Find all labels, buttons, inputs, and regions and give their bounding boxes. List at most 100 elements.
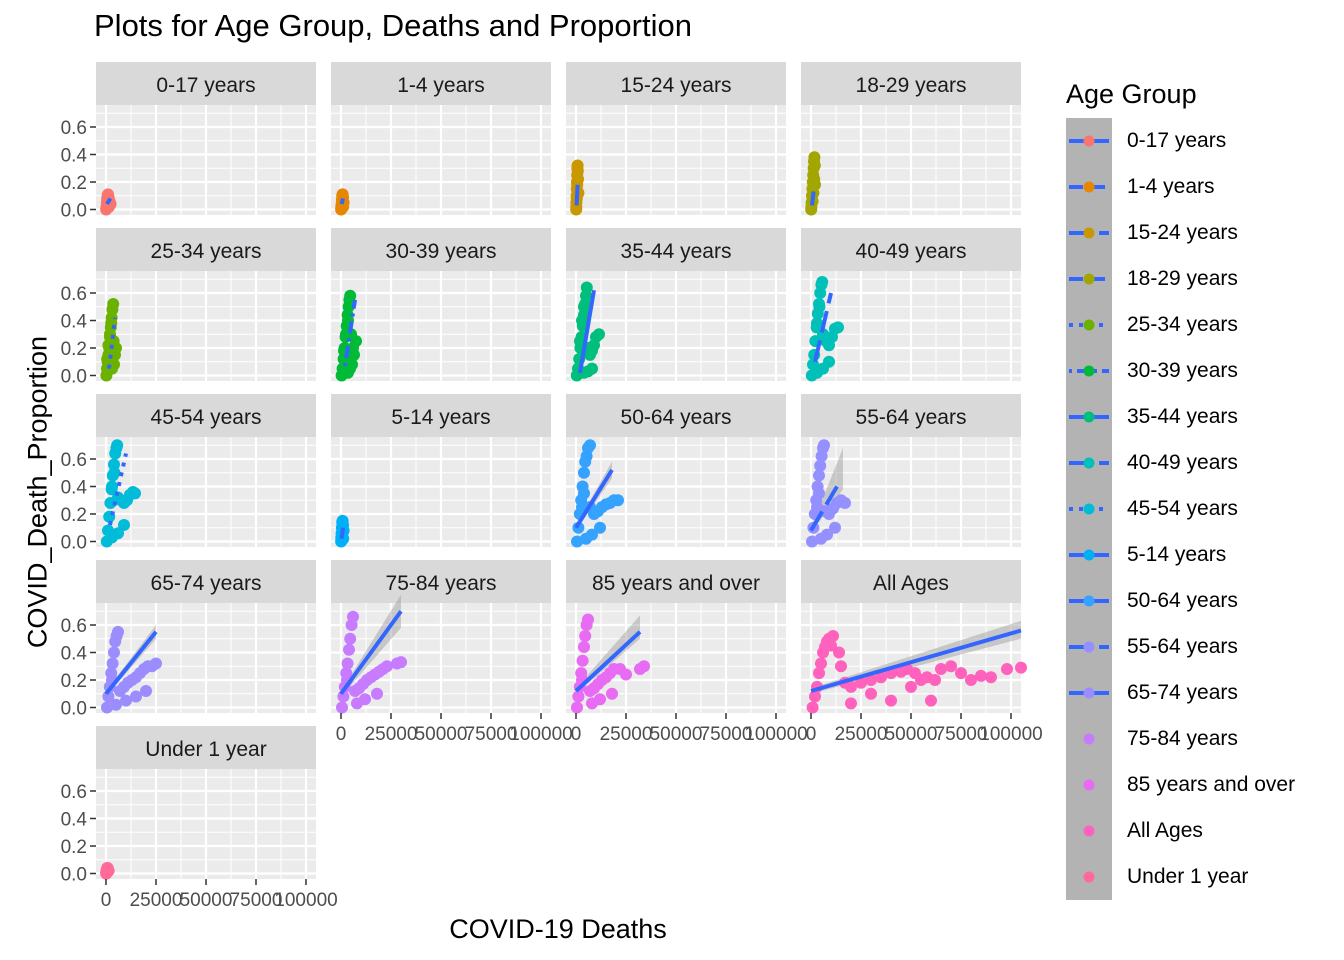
facet-strip: [331, 394, 551, 437]
legend-key: [1066, 716, 1112, 762]
data-point: [1001, 663, 1013, 675]
legend-key-glyph: [1069, 319, 1109, 331]
data-point: [130, 690, 142, 703]
x-tick-label: 75000: [935, 724, 988, 745]
y-tick-label: 0.4: [61, 644, 88, 665]
legend-point: [1083, 135, 1095, 147]
legend-key-glyph: [1069, 503, 1109, 515]
x-tick-label: 25000: [365, 724, 418, 745]
legend-point: [1083, 365, 1095, 377]
data-point: [395, 656, 407, 669]
x-tick-label: 100000: [744, 724, 807, 745]
data-point: [140, 685, 152, 697]
data-point: [571, 701, 583, 714]
legend-item-45-54-years: 45-54 years: [1066, 486, 1336, 532]
facet-panel-50-64-years: 50-64 years: [566, 394, 786, 548]
legend-item-0-17-years: 0-17 years: [1066, 118, 1336, 164]
legend-label: 30-39 years: [1127, 359, 1238, 382]
legend-item-1-4-years: 1-4 years: [1066, 164, 1336, 210]
legend-point: [1083, 549, 1095, 561]
trend-line: [574, 184, 580, 206]
facet-panel-18-29-years: 18-29 years: [801, 62, 1021, 216]
y-tick-label: 0.6: [61, 118, 87, 139]
data-point: [593, 328, 605, 341]
legend-point: [1083, 825, 1095, 837]
data-point: [811, 317, 823, 330]
legend-key-glyph: [1069, 411, 1109, 423]
legend-key-glyph: [1083, 733, 1095, 745]
data-point: [806, 701, 819, 714]
legend-point: [1083, 871, 1095, 883]
legend-label: Under 1 year: [1127, 865, 1249, 888]
y-tick-label: 0.0: [61, 865, 87, 886]
data-point: [342, 366, 354, 379]
y-tick-label: 0.0: [61, 533, 87, 554]
data-point: [102, 690, 115, 703]
y-tick-label: 0.6: [61, 616, 87, 637]
legend-item-all-ages: All Ages: [1066, 808, 1336, 854]
data-point: [815, 532, 827, 545]
legend-item-55-64-years: 55-64 years: [1066, 624, 1336, 670]
y-tick-label: 0.2: [61, 339, 87, 360]
y-tick-label: 0.2: [61, 173, 87, 194]
data-point: [955, 667, 967, 680]
y-tick-label: 0.0: [61, 699, 87, 720]
data-point: [106, 480, 118, 493]
data-point: [825, 639, 837, 652]
trend-line: [108, 453, 128, 526]
facet-strip-label: All Ages: [873, 572, 949, 595]
legend-key-glyph: [1069, 181, 1109, 193]
x-tick-label: 50000: [650, 724, 703, 745]
legend-label: 55-64 years: [1127, 635, 1238, 658]
data-point: [578, 466, 590, 479]
data-point: [572, 173, 584, 186]
x-tick-label: 0: [336, 724, 347, 745]
facet-panel-1-4-years: 1-4 years: [331, 62, 551, 216]
x-tick-label: 75000: [700, 724, 753, 745]
legend-key: [1066, 762, 1112, 808]
data-point: [905, 680, 917, 693]
y-tick-label: 0.6: [61, 284, 87, 305]
legend-key-glyph: [1069, 549, 1109, 561]
facet-strip: [801, 560, 1021, 603]
legend-key: [1066, 394, 1112, 440]
trend-line: [813, 292, 833, 363]
x-tick-label: 0: [571, 724, 582, 745]
facet-panel-0-17-years: 0-17 years 0.0 0.2 0.4 0.6: [61, 62, 316, 222]
data-point: [985, 671, 997, 684]
data-point: [351, 697, 363, 710]
data-point: [350, 335, 362, 348]
facet-strip-label: Under 1 year: [145, 738, 266, 761]
data-point: [875, 671, 887, 684]
data-point: [108, 646, 120, 659]
trend-line: [105, 197, 113, 206]
trend-line: [339, 610, 403, 695]
data-point: [579, 630, 592, 642]
data-point: [935, 663, 947, 675]
x-tick-label: 100000: [509, 724, 572, 745]
data-point: [110, 698, 122, 711]
data-point: [580, 532, 592, 545]
y-tick-label: 0.4: [61, 810, 88, 831]
legend-item-50-64-years: 50-64 years: [1066, 578, 1336, 624]
data-point: [835, 660, 847, 673]
data-point: [816, 276, 829, 288]
trend-line: [107, 317, 117, 369]
data-point: [343, 643, 355, 656]
legend-item-25-34-years: 25-34 years: [1066, 302, 1336, 348]
trend-line: [339, 527, 345, 540]
data-point: [832, 321, 844, 334]
trend-line: [809, 485, 839, 532]
legend-point: [1083, 733, 1095, 745]
data-point: [578, 487, 590, 500]
x-tick-label: 75000: [465, 724, 518, 745]
data-point: [965, 674, 977, 686]
data-point: [106, 657, 119, 670]
legend-point: [1083, 181, 1095, 193]
data-point: [813, 469, 825, 482]
data-point: [103, 200, 115, 213]
data-point: [1015, 661, 1027, 674]
y-tick-label: 0.2: [61, 837, 87, 858]
facet-strip-label: 40-49 years: [856, 240, 967, 263]
